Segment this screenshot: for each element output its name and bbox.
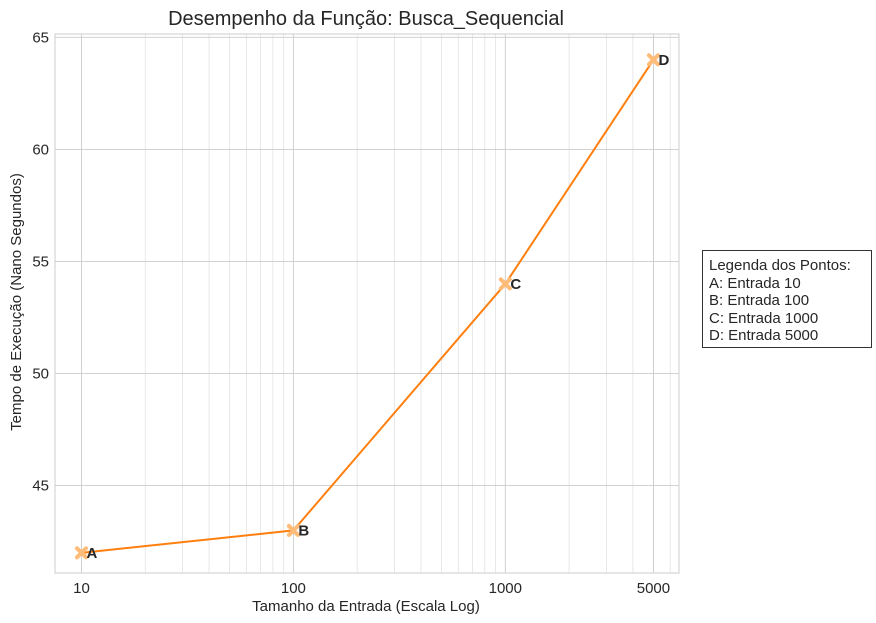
data-point-marker [498,277,512,291]
x-tick-label: 100 [281,580,306,597]
legend-entry: A: Entrada 10 [709,274,801,292]
point-label: B [298,522,309,539]
legend-entry: B: Entrada 100 [709,292,810,309]
x-tick-label: 1000 [489,580,522,597]
point-label: C [510,276,521,293]
y-tick-label: 45 [32,478,49,495]
x-tick-label: 10 [73,580,90,597]
legend-title: Legenda dos Pontos: [709,257,851,274]
x-axis-label: Tamanho da Entrada (Escala Log) [252,598,480,615]
chart-title: Desempenho da Função: Busca_Sequencial [168,8,564,30]
series-line [81,59,655,554]
data-point-marker [646,53,660,67]
data-point-marker [286,523,300,537]
legend-entry: D: Entrada 5000 [709,327,819,344]
y-tick-label: 55 [32,253,49,270]
tick-labels: 10 100 1000 5000 45 50 55 60 65 [32,29,670,597]
y-tick-label: 65 [32,29,49,46]
legend-box: Legenda dos Pontos: A: Entrada 10 B: Ent… [702,250,872,348]
point-label: A [86,545,97,562]
legend-entry: C: Entrada 1000 [709,309,819,327]
point-label: D [658,52,669,69]
plot-frame [54,33,680,574]
markers [74,53,660,560]
x-tick-label: 5000 [637,580,670,597]
marker-stroke [74,546,88,560]
marker-stroke [498,277,512,291]
point-labels: A B C D [86,52,669,562]
marker-stroke [646,53,660,67]
marker-stroke [286,523,300,537]
data-point-marker [74,546,88,560]
y-tick-label: 50 [32,366,49,383]
y-axis-label: Tempo de Execução (Nano Segundos) [8,173,25,431]
grid [55,34,679,573]
y-tick-label: 60 [32,141,49,158]
